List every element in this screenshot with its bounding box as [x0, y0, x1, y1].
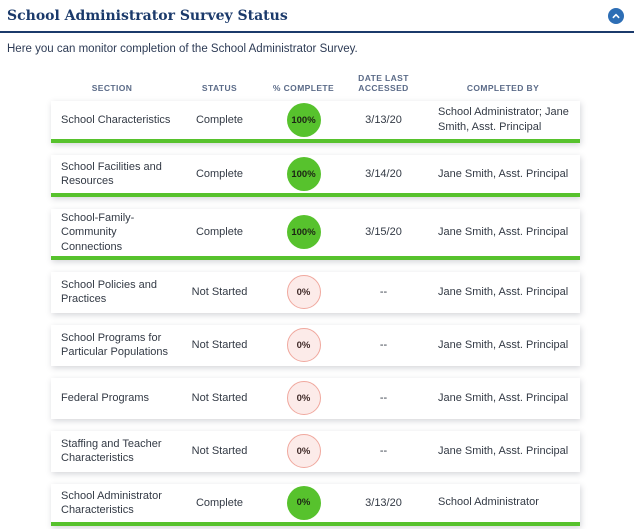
column-header-date-last-accessed: DATE LAST ACCESSED: [358, 72, 409, 94]
date-last-accessed: --: [379, 392, 388, 405]
table-row: School Administrator Characteristics Com…: [51, 483, 580, 526]
date-last-accessed: 3/15/20: [365, 226, 402, 239]
status-text: Complete: [195, 168, 244, 180]
completed-by: School Administrator; Jane Smith, Asst. …: [438, 106, 569, 133]
page-title: School Administrator Survey Status: [7, 8, 288, 24]
completed-by: School Administrator: [438, 496, 539, 509]
percent-complete-badge: 0%: [286, 485, 321, 520]
completed-by: Jane Smith, Asst. Principal: [438, 391, 569, 404]
column-header-status: STATUS: [201, 83, 238, 94]
percent-complete-badge: 0%: [286, 434, 321, 469]
table-rows: School Characteristics Complete 100% 3/1…: [51, 101, 580, 526]
table-header-row: SECTION STATUS % COMPLETE DATE LAST ACCE…: [51, 72, 580, 94]
completed-by: Jane Smith, Asst. Principal: [438, 338, 569, 351]
completed-by: Jane Smith, Asst. Principal: [438, 285, 569, 298]
section-name: School-Family-Community Connections: [61, 212, 135, 253]
section-name: School Characteristics: [61, 113, 171, 126]
percent-complete-badge: 0%: [286, 381, 321, 416]
section-name: School Policies and Practices: [61, 279, 158, 306]
column-header-percent-complete: % COMPLETE: [272, 83, 335, 94]
percent-complete-badge: 100%: [286, 103, 321, 137]
status-text: Not Started: [191, 286, 248, 299]
table-row: School Programs for Particular Populatio…: [51, 324, 580, 366]
percent-complete-badge: 100%: [286, 215, 321, 250]
table-row: Federal Programs Not Started 0% -- Jane …: [51, 377, 580, 419]
section-name: School Administrator Characteristics: [61, 489, 162, 516]
table-row: Staffing and Teacher Characteristics Not…: [51, 430, 580, 472]
section-name: Federal Programs: [61, 392, 150, 405]
date-last-accessed: --: [379, 445, 388, 458]
column-header-section: SECTION: [91, 83, 133, 94]
date-last-accessed: 3/13/20: [365, 496, 402, 509]
section-name: School Programs for Particular Populatio…: [61, 332, 169, 359]
date-last-accessed: 3/14/20: [365, 168, 402, 180]
collapse-section-button[interactable]: [608, 8, 624, 24]
percent-complete-badge: 0%: [286, 275, 321, 310]
date-last-accessed: --: [379, 286, 388, 299]
status-text: Not Started: [191, 339, 248, 352]
status-text: Not Started: [191, 445, 248, 458]
status-text: Not Started: [191, 392, 248, 405]
percent-complete-badge: 0%: [286, 328, 321, 363]
status-text: Complete: [195, 496, 244, 509]
table-row: School Facilities and Resources Complete…: [51, 155, 580, 197]
chevron-up-icon: [610, 10, 622, 22]
status-text: Complete: [195, 114, 244, 126]
section-header-bar: School Administrator Survey Status: [0, 0, 634, 33]
section-name: School Facilities and Resources: [61, 160, 162, 187]
completed-by: Jane Smith, Asst. Principal: [438, 167, 569, 180]
date-last-accessed: --: [379, 339, 388, 352]
table-row: School-Family-Community Connections Comp…: [51, 209, 580, 260]
completed-by: Jane Smith, Asst. Principal: [438, 226, 569, 239]
completed-by: Jane Smith, Asst. Principal: [438, 444, 569, 457]
percent-complete-badge: 100%: [286, 157, 321, 191]
table-row: School Characteristics Complete 100% 3/1…: [51, 101, 580, 143]
status-text: Complete: [195, 226, 244, 239]
table-row: School Policies and Practices Not Starte…: [51, 271, 580, 313]
section-name: Staffing and Teacher Characteristics: [61, 438, 162, 465]
intro-text: Here you can monitor completion of the S…: [7, 43, 358, 55]
column-header-completed-by: COMPLETED BY: [466, 83, 540, 94]
date-last-accessed: 3/13/20: [365, 114, 402, 126]
